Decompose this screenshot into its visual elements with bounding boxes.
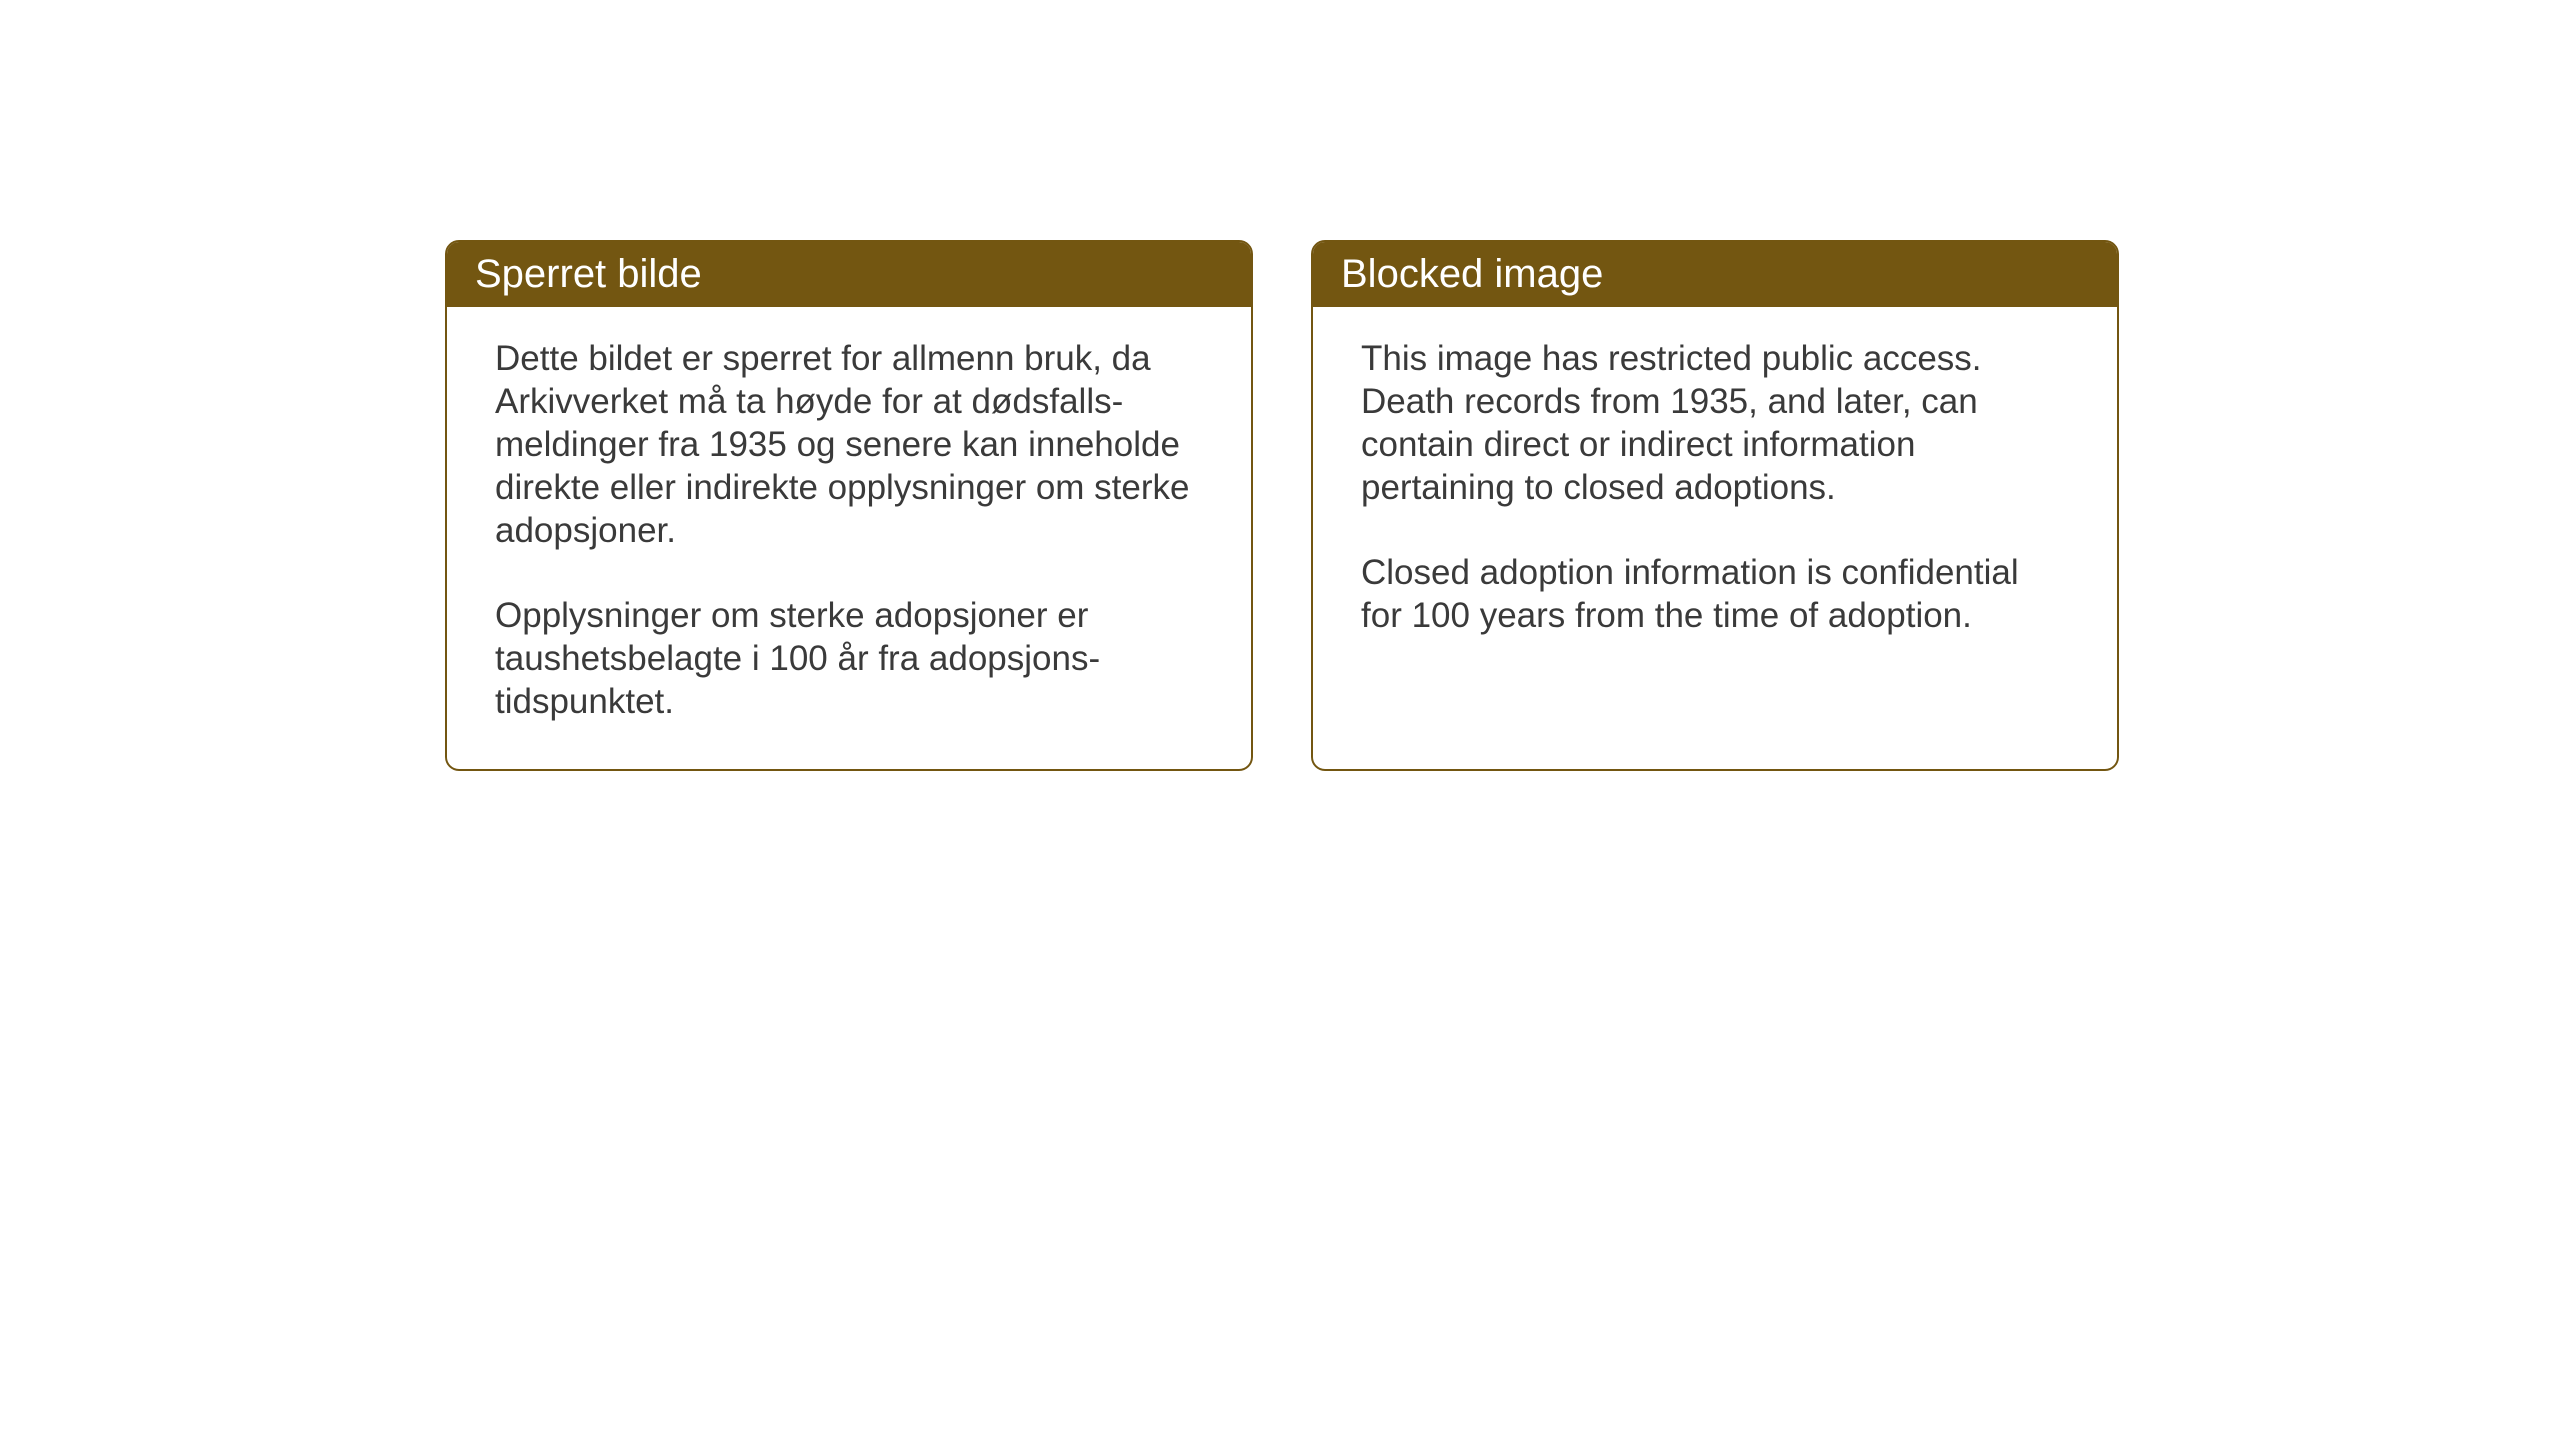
card-english-body: This image has restricted public access.… bbox=[1313, 307, 2117, 683]
card-norwegian-paragraph-2: Opplysninger om sterke adopsjoner er tau… bbox=[495, 594, 1203, 723]
card-norwegian-header: Sperret bilde bbox=[447, 242, 1251, 307]
card-english-header: Blocked image bbox=[1313, 242, 2117, 307]
card-english: Blocked image This image has restricted … bbox=[1311, 240, 2119, 771]
card-norwegian-title: Sperret bilde bbox=[475, 252, 702, 296]
card-english-title: Blocked image bbox=[1341, 252, 1603, 296]
card-norwegian-paragraph-1: Dette bildet er sperret for allmenn bruk… bbox=[495, 337, 1203, 552]
card-english-paragraph-1: This image has restricted public access.… bbox=[1361, 337, 2069, 509]
card-norwegian: Sperret bilde Dette bildet er sperret fo… bbox=[445, 240, 1253, 771]
cards-container: Sperret bilde Dette bildet er sperret fo… bbox=[445, 240, 2119, 771]
card-norwegian-body: Dette bildet er sperret for allmenn bruk… bbox=[447, 307, 1251, 769]
card-english-paragraph-2: Closed adoption information is confident… bbox=[1361, 551, 2069, 637]
